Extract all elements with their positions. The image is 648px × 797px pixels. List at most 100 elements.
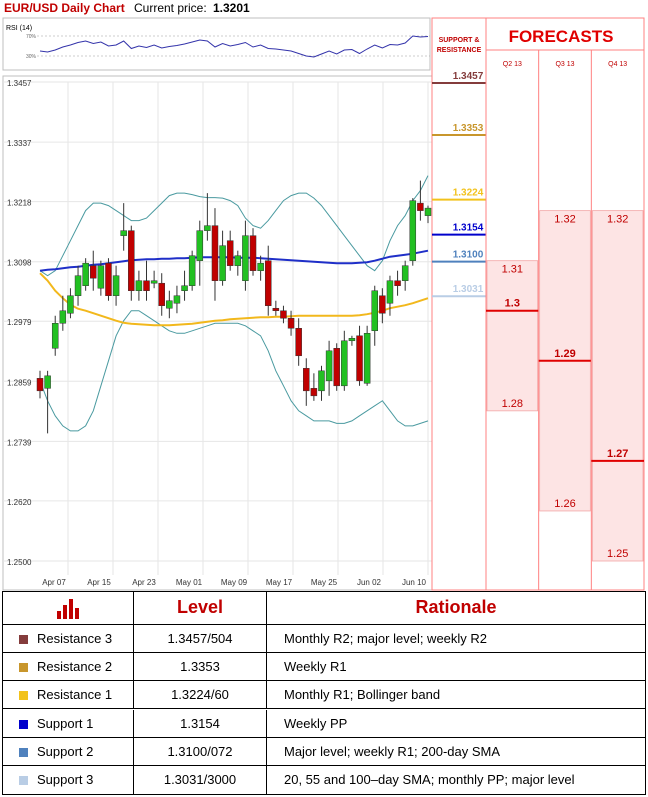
level-swatch <box>19 776 28 785</box>
candle-body <box>234 255 242 266</box>
forecast-low-label: 1.28 <box>502 398 523 410</box>
level-swatch <box>19 691 28 701</box>
candle-body <box>150 280 158 284</box>
y-axis-ticks: 1.3457 1.3337 1.3218 1.3098 1.2979 1.2859 1.27… <box>7 79 32 567</box>
candle-body <box>97 265 105 289</box>
candle-body <box>356 335 363 382</box>
candle-body <box>379 295 386 314</box>
level-value: 1.3457/504 <box>167 631 233 646</box>
candle-body <box>287 317 295 329</box>
table-header-rationale: Rationale <box>415 597 497 617</box>
candle-body <box>188 255 196 286</box>
y-tick-label: 1.3337 <box>7 139 32 148</box>
candle-body <box>196 230 204 261</box>
candle-body <box>120 230 127 236</box>
candle-body <box>348 338 356 342</box>
candle-body <box>257 262 264 271</box>
level-label: 1.3031 <box>453 284 484 295</box>
candle-body <box>371 290 378 332</box>
x-tick-label: Apr 07 <box>42 578 66 587</box>
level-value: 1.3154 <box>180 715 220 731</box>
level-value: 1.3031/3000 <box>163 772 237 787</box>
x-tick-label: Jun 02 <box>357 578 382 587</box>
table-row: Resistance 1 1.3224/60 Monthly R1; Bolling… <box>3 681 645 710</box>
forecast-column-label: Q3 13 <box>555 61 574 68</box>
y-tick-label: 1.3098 <box>7 259 32 268</box>
candle-body <box>204 225 211 231</box>
level-rationale: Monthly R1; Bollinger band <box>284 687 441 703</box>
candle-body <box>181 285 188 291</box>
y-tick-label: 1.3457 <box>7 79 32 88</box>
table-row: Support 3 1.3031/3000 20, 55 and 100–day S… <box>3 766 645 794</box>
candle-body <box>424 207 432 216</box>
candle-body <box>333 348 340 387</box>
forecast-high-label: 1.32 <box>554 214 575 226</box>
candle-body <box>409 200 417 261</box>
forecast-range-box <box>486 260 539 412</box>
forecast-mid-label: 1.27 <box>607 448 628 460</box>
chart-header: EUR/USD Daily Chart Current price: 1.320… <box>0 0 432 18</box>
candle-body <box>386 280 394 304</box>
x-tick-label: May 09 <box>221 578 248 587</box>
candle-body <box>226 240 234 266</box>
level-name: Support 3 <box>37 772 94 787</box>
x-tick-label: May 25 <box>311 578 338 587</box>
level-swatch <box>19 663 28 673</box>
candle-body <box>363 333 371 384</box>
table-header-icon-cell <box>3 592 134 624</box>
candle-body <box>341 340 348 387</box>
level-label: 1.3353 <box>453 123 484 134</box>
rsi-line <box>39 35 429 58</box>
candle-body <box>51 323 59 349</box>
candle-body <box>158 282 165 306</box>
forecast-column-label: Q4 13 <box>608 61 627 68</box>
level-label: 1.3100 <box>453 250 484 261</box>
candle-body <box>211 225 219 281</box>
candle-body <box>394 280 401 286</box>
x-tick-label: May 17 <box>266 578 293 587</box>
y-tick-label: 1.2739 <box>7 438 32 447</box>
x-tick-label: May 01 <box>176 578 203 587</box>
rsi-label: RSI (14) <box>6 25 32 32</box>
candle-body <box>128 230 135 291</box>
bar-chart-icon <box>57 599 83 619</box>
chart-title: EUR/USD Daily Chart <box>4 1 125 15</box>
table-row: Support 2 1.3100/072 Major level; weekly R… <box>3 737 645 766</box>
x-tick-label: Apr 23 <box>132 578 156 587</box>
rsi-70-label: 70% <box>26 34 37 40</box>
table-row: Resistance 2 1.3353 Weekly R1 <box>3 653 645 682</box>
sma-blue-line <box>39 249 429 272</box>
y-tick-label: 1.2979 <box>7 318 32 327</box>
x-axis-ticks: Apr 07 Apr 15 Apr 23 May 01 May 09 May 17 May … <box>42 578 426 587</box>
candle-body <box>295 328 302 357</box>
rsi-panel: RSI (14) 70% 30% <box>2 17 431 71</box>
forecast-column-label: Q2 13 <box>503 61 522 68</box>
candle-body <box>135 280 143 291</box>
level-value: 1.3353 <box>180 659 220 675</box>
forecast-high-label: 1.31 <box>502 264 523 276</box>
level-rationale: 20, 55 and 100–day SMA; monthly PP; majo… <box>284 772 575 787</box>
level-value: 1.3224/60 <box>171 687 229 703</box>
forecast-high-label: 1.32 <box>607 214 628 226</box>
level-value: 1.3100/072 <box>167 743 233 759</box>
level-name: Support 2 <box>37 743 94 759</box>
candle-body <box>44 375 51 389</box>
candle-body <box>67 295 74 314</box>
candle-body <box>272 307 280 311</box>
level-label: 1.3224 <box>453 188 484 199</box>
forecast-low-label: 1.26 <box>554 498 575 510</box>
levels-panel-frame <box>431 17 487 591</box>
level-name: Support 1 <box>37 715 94 731</box>
level-label: 1.3457 <box>453 71 484 82</box>
rsi-frame <box>2 17 431 71</box>
candle-body <box>105 262 112 296</box>
candle-body <box>166 300 173 309</box>
levels-table: Level Rationale Resistance 3 1.3457/504 Mo… <box>2 591 646 795</box>
x-tick-label: Apr 15 <box>87 578 111 587</box>
candle-body <box>74 275 82 296</box>
candle-body <box>90 265 97 279</box>
candle-body <box>318 370 325 392</box>
bollinger-upper-line <box>39 175 429 277</box>
forecast-low-label: 1.25 <box>607 548 628 560</box>
candle-body <box>173 295 181 304</box>
